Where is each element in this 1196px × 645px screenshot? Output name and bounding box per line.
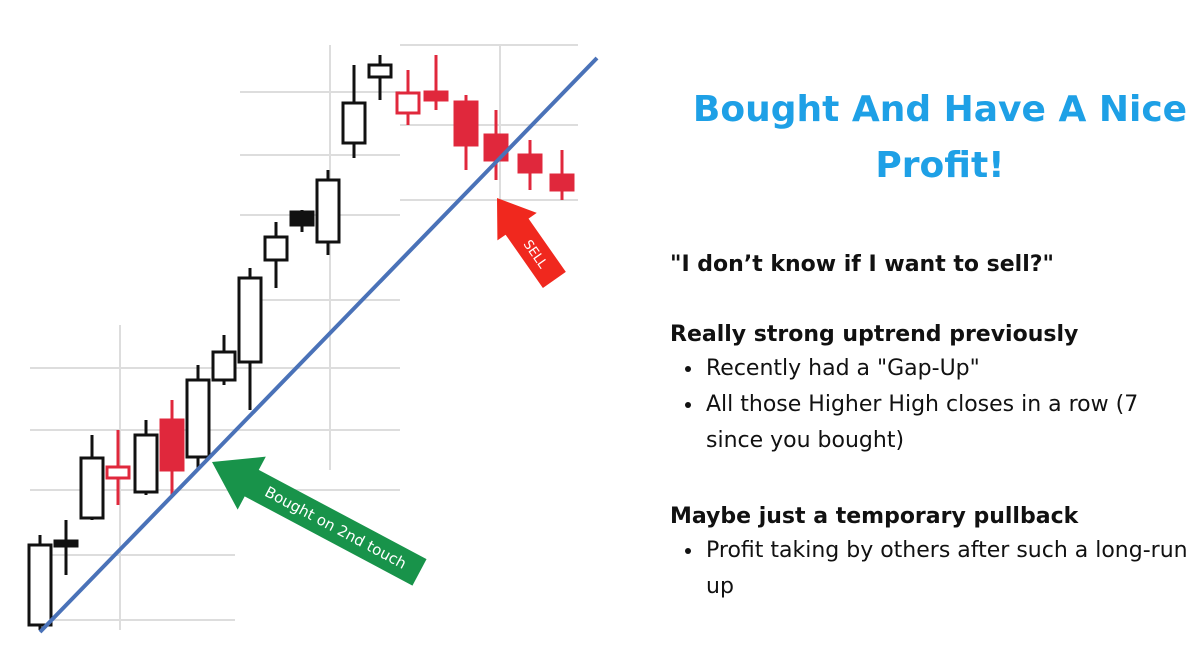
candle-body — [453, 100, 479, 147]
title: Bought And Have A Nice Profit! — [692, 89, 1188, 186]
question: "I don’t know if I want to sell?" — [670, 252, 1054, 277]
candle-body — [263, 235, 289, 262]
section: Really strong uptrend previously Recentl… — [670, 322, 1190, 459]
candle-body — [517, 153, 543, 174]
candle-body — [53, 539, 79, 548]
bullet: Profit taking by others after such a lon… — [704, 533, 1190, 605]
candle-body — [549, 173, 575, 192]
trend-line — [38, 56, 599, 634]
bullet-list: Recently had a "Gap-Up" All those Higher… — [670, 351, 1190, 459]
candle-body — [395, 91, 421, 115]
section-heading: Really strong uptrend previously — [670, 322, 1079, 347]
buy-arrow: Bought on 2nd touch — [212, 456, 427, 586]
candle-body — [289, 210, 315, 227]
buy-label: Bought on 2nd touch — [262, 483, 410, 573]
section: Maybe just a temporary pullback Profit t… — [670, 504, 1190, 605]
candles — [27, 55, 575, 630]
candle-body — [105, 465, 131, 480]
candle-body — [341, 101, 367, 145]
candle-body — [79, 456, 105, 520]
candle-body — [133, 433, 159, 494]
candle-body — [423, 90, 449, 102]
candle-body — [185, 378, 211, 459]
bullet: All those Higher High closes in a row (7… — [704, 387, 1190, 459]
section-heading: Maybe just a temporary pullback — [670, 504, 1079, 529]
candle-body — [315, 178, 341, 244]
candle-body — [367, 63, 393, 79]
bullet-list: Profit taking by others after such a lon… — [670, 533, 1190, 605]
candle-body — [159, 418, 185, 472]
candle-body — [27, 543, 53, 627]
bullet: Recently had a "Gap-Up" — [704, 351, 1190, 387]
candle-body — [211, 350, 237, 382]
chart-image: Bought on 2nd touch SELL — [27, 44, 599, 634]
candle-body — [237, 276, 263, 364]
